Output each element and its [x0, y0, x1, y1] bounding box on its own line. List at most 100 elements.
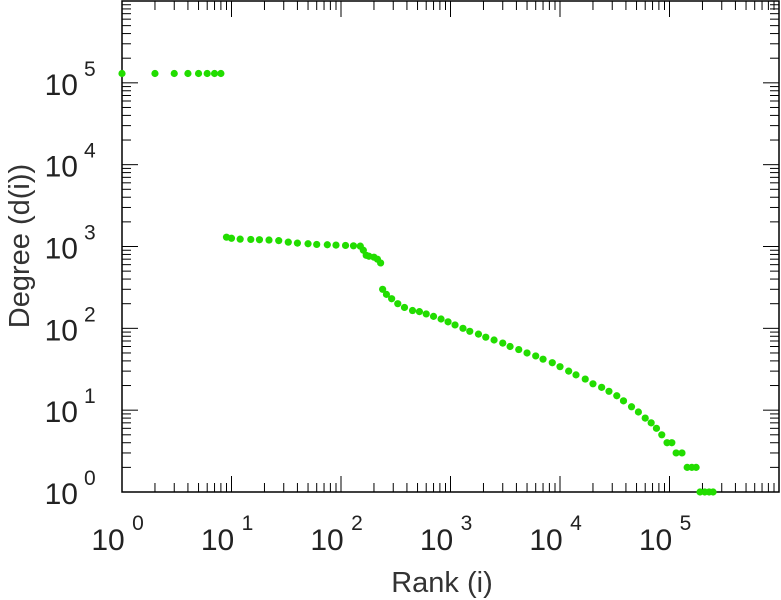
x-tick-base: 10 [201, 524, 234, 557]
data-point [619, 397, 628, 405]
data-point [217, 69, 225, 78]
data-point [539, 355, 547, 363]
data-point [415, 308, 424, 316]
y-axis-title: Degree (d(i)) [4, 164, 36, 328]
x-tick-base: 10 [420, 524, 453, 557]
x-tick-base: 10 [529, 524, 562, 557]
x-tick-label: 10 0 [91, 512, 144, 557]
data-points [118, 69, 717, 496]
x-tick-exponent: 1 [242, 512, 254, 535]
y-tick-label: 10 3 [45, 222, 96, 266]
data-point [210, 69, 219, 78]
y-tick-label: 10 0 [45, 467, 96, 511]
data-point [444, 318, 452, 326]
data-point [613, 392, 621, 400]
y-tick-exponent: 1 [84, 385, 96, 408]
data-point [474, 330, 483, 338]
data-point [572, 371, 580, 379]
data-point [170, 69, 178, 78]
y-tick-exponent: 3 [84, 222, 96, 245]
data-point [293, 239, 302, 247]
data-point [341, 241, 350, 250]
y-tick-exponent: 2 [84, 303, 96, 326]
data-point [641, 414, 649, 422]
data-point [605, 387, 613, 395]
data-point [194, 69, 203, 78]
x-tick-exponent: 2 [351, 512, 363, 535]
data-point [323, 241, 331, 249]
x-tick-label: 10 1 [201, 512, 254, 557]
data-point [490, 336, 498, 344]
data-point [482, 333, 490, 341]
data-point [515, 345, 523, 354]
y-tick-base: 10 [45, 233, 78, 266]
x-tick-base: 10 [639, 524, 672, 557]
data-point [332, 241, 340, 249]
data-point [382, 290, 391, 298]
data-point [459, 324, 467, 332]
x-tick-label: 10 3 [420, 512, 473, 557]
data-point [394, 300, 402, 308]
data-point [548, 359, 556, 367]
data-point [598, 383, 606, 391]
x-tick-exponent: 3 [461, 512, 473, 535]
data-point [565, 367, 573, 375]
data-point [184, 69, 192, 78]
y-tick-labels: 10 0 10 1 10 2 10 3 10 4 10 5 [45, 58, 96, 511]
x-tick-label: 10 5 [639, 512, 692, 557]
data-point [400, 303, 409, 312]
data-point [349, 242, 358, 250]
x-tick-exponent: 4 [570, 512, 582, 535]
data-point [429, 312, 438, 320]
data-point [255, 236, 264, 244]
data-point [532, 352, 540, 360]
y-tick-label: 10 4 [45, 140, 96, 184]
data-point [275, 237, 283, 245]
data-point [499, 339, 507, 347]
data-point [647, 419, 655, 427]
data-point [672, 449, 680, 457]
data-point [678, 449, 686, 457]
data-point [236, 235, 244, 243]
x-tick-exponent: 5 [680, 512, 692, 535]
y-tick-label: 10 2 [45, 303, 96, 347]
data-point [466, 327, 474, 335]
x-tick-base: 10 [310, 524, 343, 557]
data-point [658, 431, 666, 439]
data-point [151, 69, 159, 78]
data-point [388, 295, 396, 303]
data-point [265, 236, 273, 244]
data-point [284, 238, 292, 246]
data-point [709, 488, 717, 496]
data-point [247, 235, 255, 244]
data-point [506, 342, 514, 351]
x-tick-label: 10 2 [310, 512, 363, 557]
x-tick-exponent: 0 [132, 512, 144, 535]
data-point [451, 321, 459, 329]
data-point [377, 259, 385, 267]
y-tick-label: 10 1 [45, 385, 96, 429]
x-tick-label: 10 4 [529, 512, 582, 557]
y-tick-exponent: 5 [84, 58, 96, 81]
data-point [227, 234, 236, 242]
y-tick-base: 10 [45, 396, 78, 429]
y-tick-exponent: 0 [84, 467, 96, 490]
data-point [668, 439, 676, 447]
data-point [422, 310, 430, 318]
y-tick-label: 10 5 [45, 58, 96, 102]
data-point [304, 240, 312, 248]
y-tick-base: 10 [45, 69, 78, 102]
x-tick-base: 10 [91, 524, 124, 557]
data-point [581, 375, 589, 383]
data-point [379, 285, 387, 293]
x-tick-labels: 10 0 10 1 10 2 10 3 10 4 10 5 [91, 512, 691, 557]
data-point [313, 240, 321, 249]
y-tick-base: 10 [45, 314, 78, 347]
data-point [437, 315, 445, 323]
y-tick-base: 10 [45, 151, 78, 184]
data-point [589, 380, 597, 388]
y-tick-base: 10 [45, 478, 78, 511]
data-point [556, 363, 564, 371]
data-point [523, 349, 531, 357]
